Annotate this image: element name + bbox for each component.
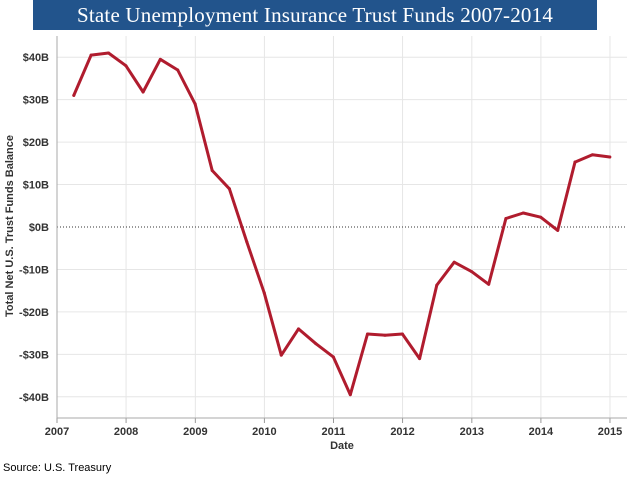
data-point [296,327,300,331]
data-point [573,160,577,164]
y-tick-label: -$10B [19,264,49,276]
source-note: Source: U.S. Treasury [3,462,112,474]
data-point [418,357,422,361]
x-tick-label: 2008 [114,426,138,438]
y-tick-label: $40B [23,52,49,64]
data-point [210,169,214,173]
y-tick-label: $0B [29,222,49,234]
x-tick-label: 2007 [45,426,69,438]
y-tick-label: -$40B [19,392,49,404]
x-tick-label: 2010 [252,426,276,438]
x-tick-label: 2012 [390,426,414,438]
data-point [158,57,162,61]
data-point [590,153,594,157]
data-point [89,53,93,57]
x-tick-label: 2009 [183,426,207,438]
data-point [348,393,352,397]
data-point [193,102,197,106]
x-tick-label: 2014 [529,426,554,438]
data-point [435,283,439,287]
y-tick-label: -$30B [19,349,49,361]
data-point [72,93,76,97]
series-line [72,51,612,397]
data-point [245,240,249,244]
data-point [470,270,474,274]
data-point [608,155,612,159]
data-point [262,291,266,295]
y-tick-label: -$20B [19,307,49,319]
data-point [227,187,231,191]
data-point [279,353,283,357]
x-tick-labels: 2007 2008 2009 2010 2011 2012 2013 2014 2015 [45,426,622,438]
data-point [556,228,560,232]
data-point [176,68,180,72]
y-tick-label: $30B [23,95,49,107]
data-point [539,215,543,219]
data-point [314,342,318,346]
x-axis-title: Date [330,440,354,452]
data-point [366,332,370,336]
data-point [400,332,404,336]
data-point [504,217,508,221]
y-tick-label: $20B [23,137,49,149]
y-axis-title: Total Net U.S. Trust Funds Balance [4,135,16,317]
data-point [452,260,456,264]
data-point [106,51,110,55]
y-tick-label: $10B [23,180,49,192]
x-tick-label: 2015 [598,426,622,438]
data-point [383,333,387,337]
data-point [487,282,491,286]
data-point [331,355,335,359]
data-point [521,211,525,215]
series-layer [72,51,612,397]
x-tick-label: 2013 [460,426,484,438]
axes [56,36,627,423]
y-tick-labels: $40B $30B $20B $10B $0B -$10B -$20B -$30B -$40B [19,52,49,404]
chart-title: State Unemployment Insurance Trust Funds… [33,0,597,30]
data-point [141,90,145,94]
x-tick-label: 2011 [322,426,346,438]
data-point [124,64,128,68]
